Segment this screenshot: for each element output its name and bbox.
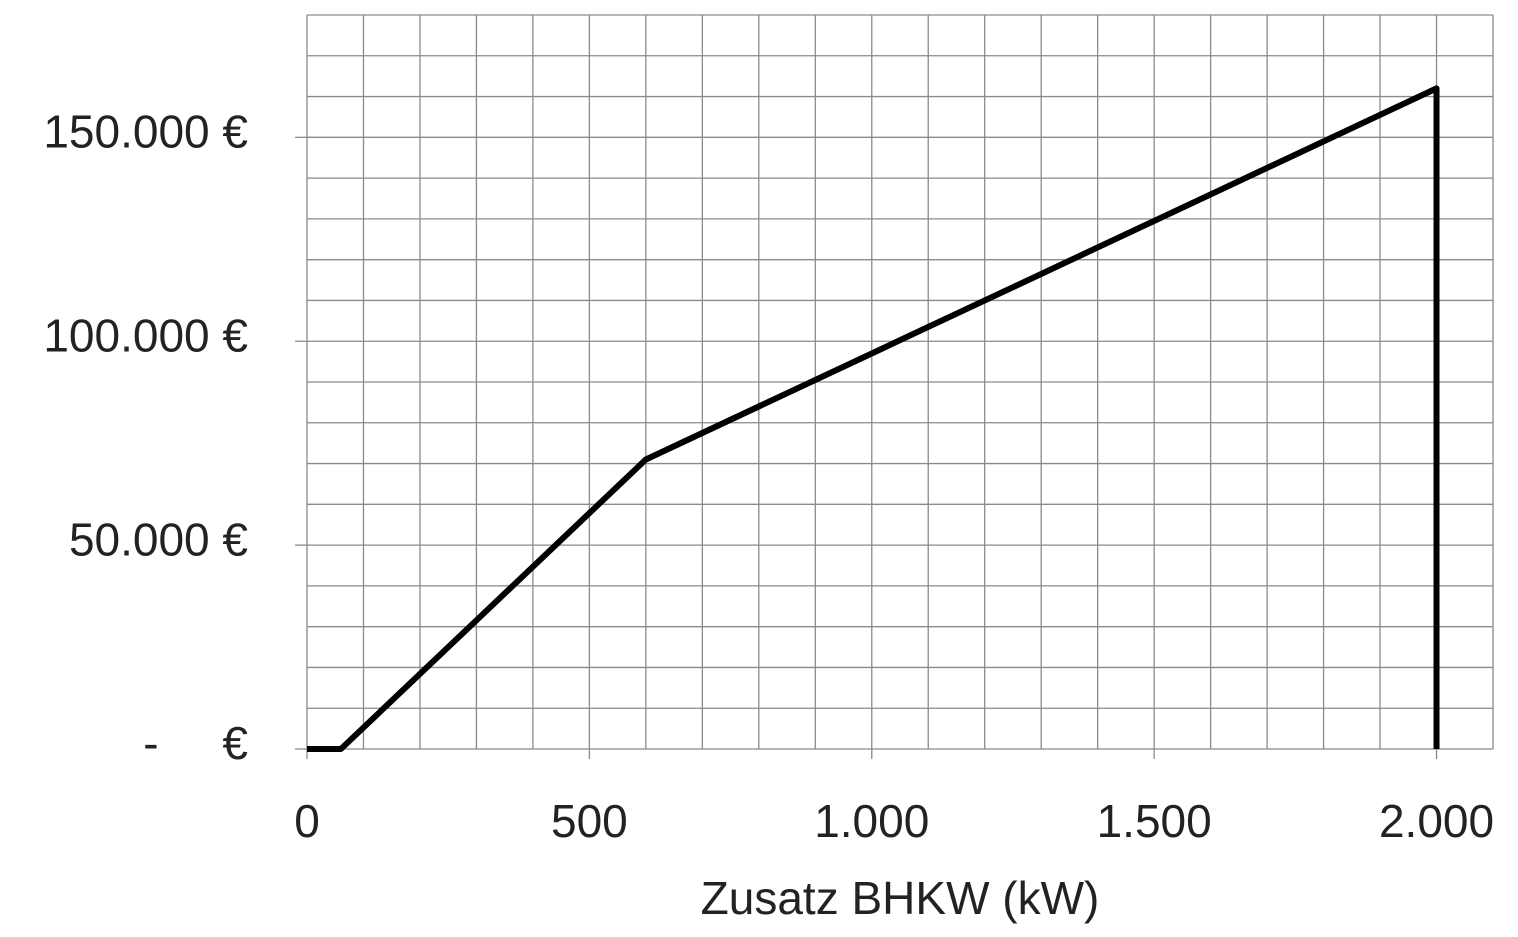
y-tick-label: 50.000 €	[69, 513, 248, 565]
x-tick-label: 500	[551, 795, 628, 847]
y-tick-label: 100.000 €	[43, 309, 248, 361]
data-line	[307, 85, 1440, 752]
x-tick-label: 1.000	[814, 795, 929, 847]
x-tick-label: 0	[294, 795, 320, 847]
x-tick-label: 1.500	[1097, 795, 1212, 847]
x-axis-label: Zusatz BHKW (kW)	[701, 872, 1100, 924]
y-tick-label: 150.000 €	[43, 105, 248, 157]
y-tick-label: - €	[143, 717, 248, 769]
x-tick-label: 2.000	[1379, 795, 1494, 847]
